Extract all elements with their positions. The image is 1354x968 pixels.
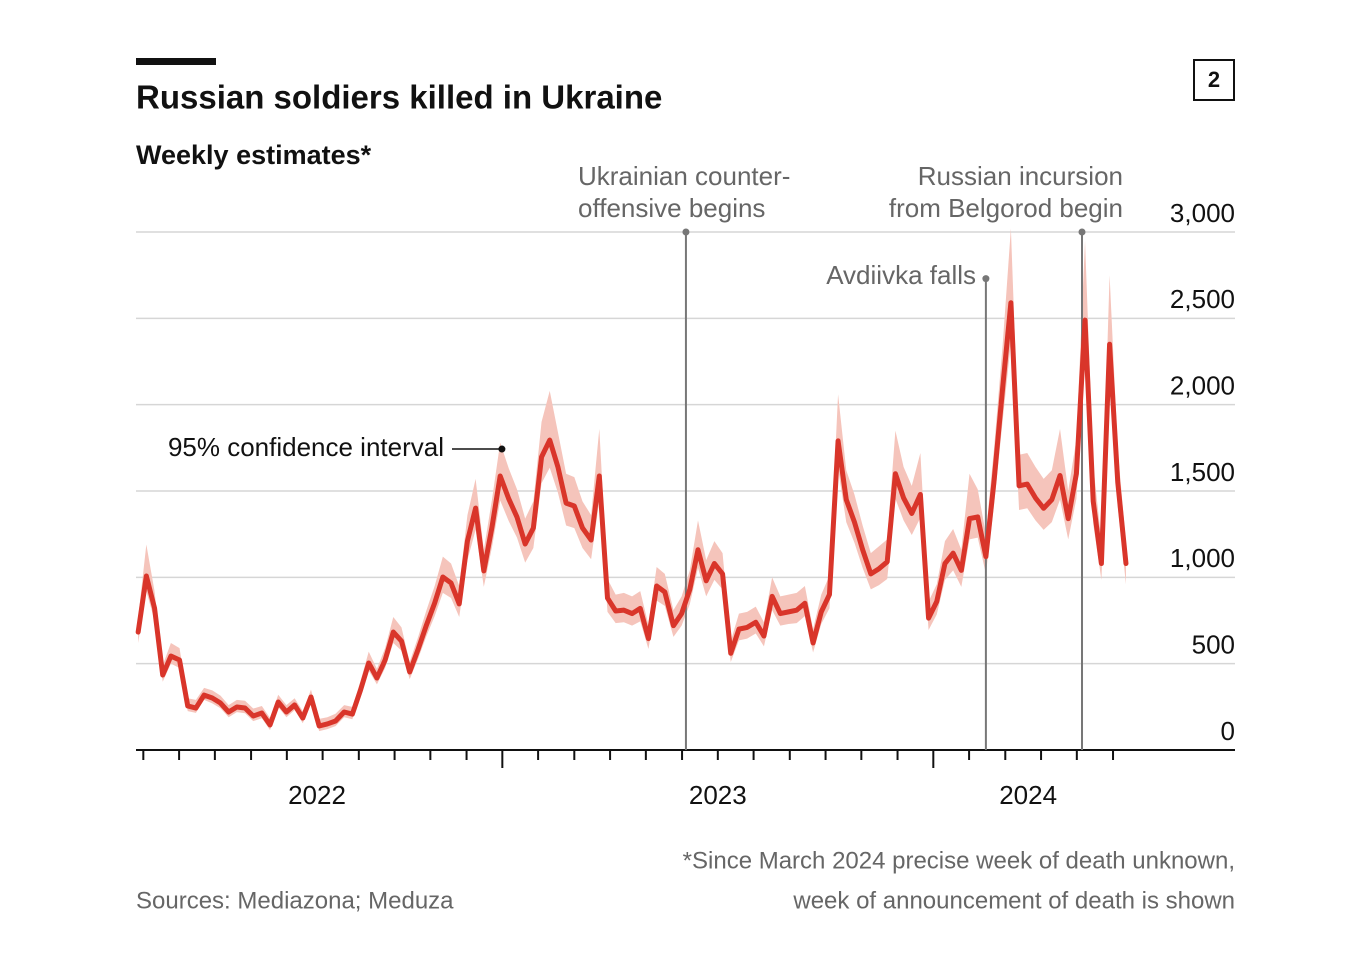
annotation-dot — [1078, 228, 1086, 236]
x-tick-label: 2024 — [999, 780, 1057, 810]
confidence-band — [138, 228, 1126, 732]
badge-box — [1193, 59, 1235, 101]
source: Sources: Mediazona; Meduza — [136, 887, 454, 914]
chart-title: Russian soldiers killed in Ukraine — [136, 79, 662, 116]
annotation-text: offensive begins — [578, 193, 765, 223]
chart-subtitle: Weekly estimates* — [136, 140, 372, 170]
annotation-dot — [682, 228, 690, 236]
annotation-text: from Belgorod begin — [889, 193, 1123, 223]
annotation-dot — [498, 445, 506, 453]
x-tick-label: 2022 — [288, 780, 346, 810]
annotation-text: Avdiivka falls — [826, 260, 976, 290]
y-tick-label: 0 — [1221, 716, 1235, 746]
y-tick-label: 2,500 — [1170, 284, 1235, 314]
annotation-text: Russian incursion — [918, 161, 1123, 191]
y-tick-label: 500 — [1192, 630, 1235, 660]
title-bar — [136, 58, 216, 65]
y-tick-label: 2,000 — [1170, 371, 1235, 401]
footnote: *Since March 2024 precise week of death … — [683, 847, 1235, 874]
data-line — [135, 300, 1129, 729]
footnote: week of announcement of death is shown — [792, 887, 1235, 914]
annotation-text: Ukrainian counter- — [578, 161, 790, 191]
x-tick-label: 2023 — [689, 780, 747, 810]
annotation-text: 95% confidence interval — [168, 432, 444, 462]
badge: 2 — [1208, 67, 1220, 92]
y-tick-label: 1,500 — [1170, 457, 1235, 487]
annotation-dot — [982, 275, 990, 283]
y-tick-label: 1,000 — [1170, 543, 1235, 573]
y-tick-label: 3,000 — [1170, 198, 1235, 228]
